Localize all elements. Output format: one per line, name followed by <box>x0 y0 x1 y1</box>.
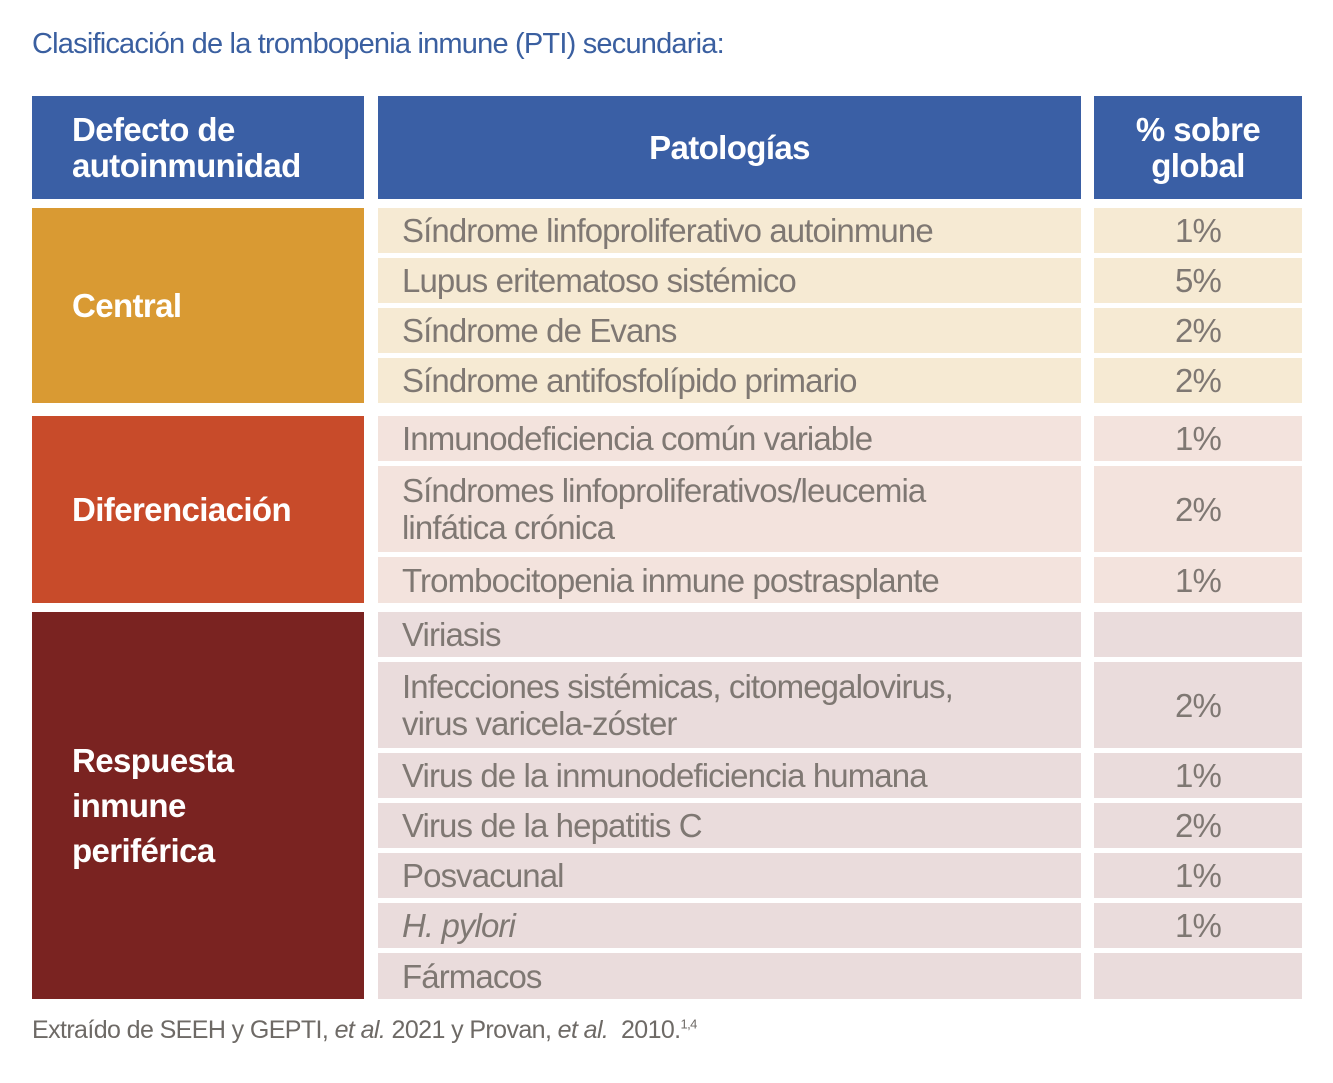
header-pathologies: Patologías <box>378 96 1081 199</box>
table-row-pathology: H. pylori <box>378 903 1081 948</box>
group-respuesta-label-line3: periférica <box>72 832 215 869</box>
pathology-text-line2: virus varicela-zóster <box>402 705 677 742</box>
table-row-pathology: Síndrome de Evans <box>378 308 1081 353</box>
table-row-percent: 5% <box>1094 258 1302 303</box>
pathology-text-line1: Infecciones sistémicas, citomegalovirus, <box>402 668 954 705</box>
table-row-pathology: Síndrome linfoproliferativo autoinmune <box>378 208 1081 253</box>
header-percent: % sobre global <box>1094 96 1302 199</box>
pathology-text: Fármacos <box>402 957 542 995</box>
header-defect: Defecto de autoinmunidad <box>32 96 364 199</box>
group-diferenciacion: Diferenciación <box>32 416 364 603</box>
table-row-pathology: Lupus eritematoso sistémico <box>378 258 1081 303</box>
pathology-text: Trombocitopenia inmune postrasplante <box>402 561 940 599</box>
table-row-percent <box>1094 953 1302 999</box>
footnote-etal-1: et al. <box>334 1016 386 1044</box>
table-row-pathology: Virus de la inmunodeficiencia humana <box>378 753 1081 798</box>
footnote-references: 1,4 <box>680 1016 698 1032</box>
group-central-label: Central <box>72 287 182 324</box>
table-row-percent: 2% <box>1094 358 1302 403</box>
percent-text: 1% <box>1175 212 1222 249</box>
table-row-pathology: Virus de la hepatitis C <box>378 803 1081 848</box>
table-row-percent: 2% <box>1094 308 1302 353</box>
page-title: Clasificación de la trombopenia inmune (… <box>32 28 725 60</box>
source-footnote: Extraído de SEEH y GEPTI, et al. 2021 y … <box>32 1016 697 1045</box>
header-pathologies-label: Patologías <box>649 128 810 166</box>
pathology-text: Síndrome linfoproliferativo autoinmune <box>402 212 934 249</box>
percent-text: 2% <box>1175 362 1222 399</box>
pathology-text: Síndrome de Evans <box>402 312 677 349</box>
footnote-etal-2: et al. <box>557 1016 609 1044</box>
percent-text: 1% <box>1175 561 1222 599</box>
table-row-percent: 1% <box>1094 557 1302 603</box>
header-percent-line2: global <box>1151 146 1245 184</box>
percent-text: 2% <box>1175 807 1222 844</box>
percent-text: 1% <box>1175 907 1222 944</box>
percent-text: 1% <box>1175 857 1222 894</box>
pathology-text-line2: linfática crónica <box>402 509 615 546</box>
percent-text: 2% <box>1175 686 1222 724</box>
table-row-percent: 1% <box>1094 853 1302 898</box>
group-respuesta-label-line2: inmune <box>72 787 186 824</box>
table-row-pathology: Inmunodeficiencia común variable <box>378 416 1081 461</box>
group-respuesta-label-line1: Respuesta <box>72 742 234 779</box>
table-row-percent: 1% <box>1094 753 1302 798</box>
percent-text: 1% <box>1175 420 1222 457</box>
pathology-text: Virus de la inmunodeficiencia humana <box>402 757 928 794</box>
footnote-text-3: 2010. <box>608 1016 681 1044</box>
header-defect-line2: autoinmunidad <box>72 146 301 184</box>
pathology-text: Lupus eritematoso sistémico <box>402 262 797 299</box>
table-row-pathology: Infecciones sistémicas, citomegalovirus,… <box>378 662 1081 748</box>
table-row-pathology: Trombocitopenia inmune postrasplante <box>378 557 1081 603</box>
table-row-percent: 2% <box>1094 803 1302 848</box>
header-defect-line1: Defecto de <box>72 110 235 148</box>
table-row-percent: 2% <box>1094 466 1302 552</box>
footnote-text-2: 2021 y Provan, <box>385 1016 558 1044</box>
percent-text: 2% <box>1175 490 1222 528</box>
footnote-text-1: Extraído de SEEH y GEPTI, <box>32 1016 335 1044</box>
table-row-pathology: Posvacunal <box>378 853 1081 898</box>
group-respuesta-inmune-periferica: Respuesta inmune periférica <box>32 612 364 999</box>
pathology-text: H. pylori <box>402 907 516 944</box>
table-row-percent: 1% <box>1094 208 1302 253</box>
pathology-text: Síndrome antifosfolípido primario <box>402 362 857 399</box>
table-row-percent: 2% <box>1094 662 1302 748</box>
header-percent-line1: % sobre <box>1135 110 1261 148</box>
percent-text: 5% <box>1175 262 1222 299</box>
table-row-pathology: Fármacos <box>378 953 1081 999</box>
table-row-pathology: Síndrome antifosfolípido primario <box>378 358 1081 403</box>
pathology-text: Virus de la hepatitis C <box>402 807 703 844</box>
pathology-text-line1: Síndromes linfoproliferativos/leucemia <box>402 472 926 509</box>
group-diferenciacion-label: Diferenciación <box>72 491 292 528</box>
pathology-text: Viriasis <box>402 616 501 653</box>
table-row-percent <box>1094 612 1302 657</box>
percent-text: 2% <box>1175 312 1222 349</box>
table-row-pathology: Síndromes linfoproliferativos/leucemia l… <box>378 466 1081 552</box>
table-row-pathology: Viriasis <box>378 612 1081 657</box>
pathology-text: Inmunodeficiencia común variable <box>402 420 873 457</box>
table-row-percent: 1% <box>1094 903 1302 948</box>
group-central: Central <box>32 208 364 403</box>
table-row-percent: 1% <box>1094 416 1302 461</box>
percent-text: 1% <box>1175 757 1222 794</box>
pathology-text: Posvacunal <box>402 857 565 894</box>
